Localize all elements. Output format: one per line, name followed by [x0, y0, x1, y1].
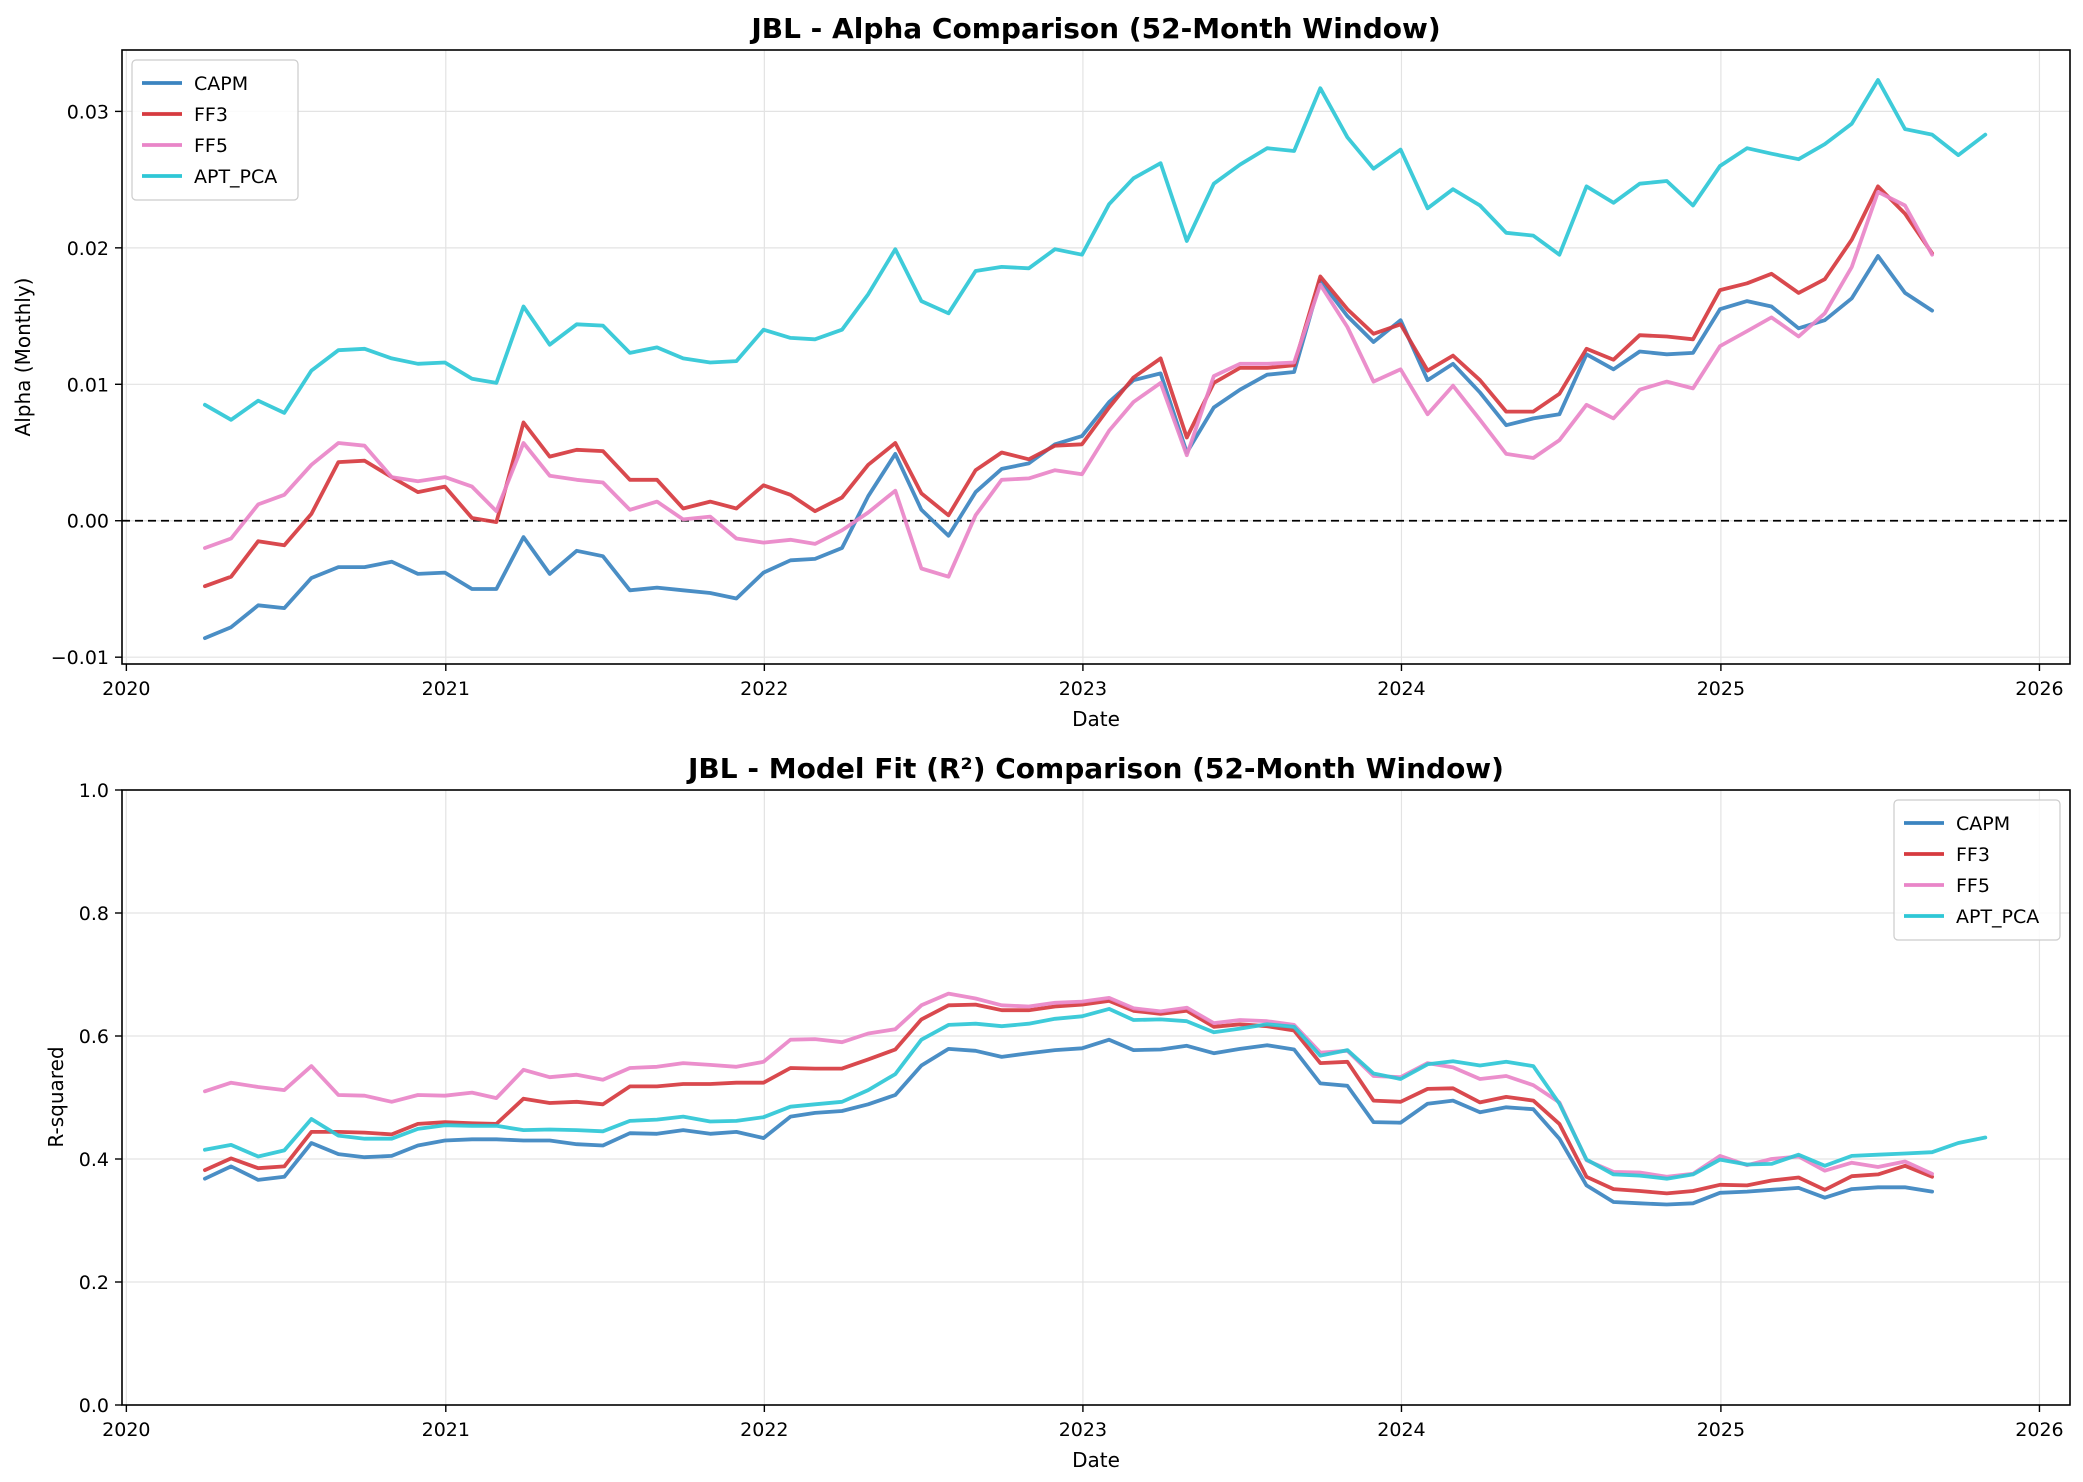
legend-box	[131, 59, 299, 201]
legend-label: APT_PCA	[194, 166, 277, 188]
x-tick-label: 2022	[740, 678, 788, 700]
plot-frame	[121, 49, 2071, 665]
chart-title: JBL - Alpha Comparison (52-Month Window)	[749, 12, 1440, 45]
x-tick-label: 2025	[1697, 1419, 1745, 1441]
y-tick-label: 0.6	[79, 1026, 109, 1048]
x-tick-label: 2025	[1697, 678, 1745, 700]
x-tick-label: 2021	[422, 678, 470, 700]
legend: CAPM FF3 FF5 APT_PCA	[131, 59, 299, 201]
legend-label: FF5	[194, 135, 228, 157]
series-line-ff5	[202, 991, 1934, 1179]
series-line-ff5	[202, 189, 1934, 579]
x-tick-label: 2021	[422, 1419, 470, 1441]
legend-label: FF5	[1956, 875, 1990, 897]
legend-label: FF3	[194, 104, 228, 126]
x-tick-label: 2023	[1059, 1419, 1107, 1441]
legend-label: FF3	[1956, 844, 1990, 866]
x-tick-label: 2020	[102, 678, 150, 700]
legend-label: APT_PCA	[1956, 906, 2039, 928]
legend-label: CAPM	[194, 73, 248, 95]
x-tick-label: 2024	[1377, 678, 1425, 700]
series-line-ff3	[202, 184, 1934, 589]
x-tick-label: 2022	[740, 1419, 788, 1441]
y-tick-label: 0.00	[67, 511, 109, 533]
legend-label: CAPM	[1956, 813, 2010, 835]
chart-title: JBL - Model Fit (R²) Comparison (52-Mont…	[686, 752, 1504, 785]
y-tick-label: 0.8	[79, 903, 109, 925]
x-tick-label: 2026	[2015, 678, 2063, 700]
y-tick-label: −0.01	[51, 647, 109, 669]
y-tick-label: 0.2	[79, 1272, 109, 1294]
alpha-chart: 2020 2021 2022 2023 2024 2025 2026 −0.01 0.00 0.0…	[11, 12, 2071, 731]
x-tick-label: 2024	[1377, 1419, 1425, 1441]
series-line-apt-pca	[202, 1007, 1988, 1181]
y-tick-label: 0.03	[67, 101, 109, 123]
r-squared-chart: 2020 2021 2022 2023 2024 2025 2026 0.0 0.2 0.4 0.6…	[44, 752, 2071, 1472]
y-tick-label: 1.0	[79, 780, 109, 802]
y-tick-label: 0.01	[67, 374, 109, 396]
x-tick-label: 2020	[102, 1419, 150, 1441]
x-axis-label: Date	[1072, 707, 1120, 731]
y-tick-label: 0.02	[67, 238, 109, 260]
series-line-capm	[202, 254, 1934, 640]
series-line-capm	[202, 1037, 1934, 1207]
series-line-apt-pca	[202, 78, 1988, 422]
x-tick-label: 2023	[1059, 678, 1107, 700]
legend-box	[1893, 799, 2061, 941]
x-axis-label: Date	[1072, 1448, 1120, 1472]
x-tick-label: 2026	[2015, 1419, 2063, 1441]
y-axis-label: R-squared	[44, 1046, 68, 1147]
plot-frame	[121, 789, 2071, 1406]
legend: CAPM FF3 FF5 APT_PCA	[1893, 799, 2061, 941]
y-axis-label: Alpha (Monthly)	[11, 278, 35, 437]
series-line-ff3	[202, 999, 1934, 1196]
y-tick-label: 0.0	[79, 1395, 109, 1417]
y-tick-label: 0.4	[79, 1149, 109, 1171]
